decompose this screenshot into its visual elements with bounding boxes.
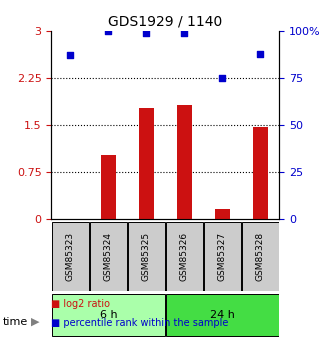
- Text: GSM85327: GSM85327: [218, 232, 227, 281]
- FancyBboxPatch shape: [204, 222, 240, 291]
- Text: GSM85325: GSM85325: [142, 232, 151, 281]
- FancyBboxPatch shape: [128, 222, 165, 291]
- Point: [220, 75, 225, 81]
- FancyBboxPatch shape: [52, 294, 165, 336]
- FancyBboxPatch shape: [52, 222, 89, 291]
- Text: GSM85328: GSM85328: [256, 232, 265, 281]
- Bar: [101, 155, 116, 219]
- Text: time: time: [3, 317, 29, 326]
- Text: GSM85326: GSM85326: [180, 232, 189, 281]
- Point: [68, 53, 73, 58]
- Point: [258, 51, 263, 56]
- Point: [106, 28, 111, 34]
- Text: GSM85324: GSM85324: [104, 232, 113, 281]
- Point: [144, 30, 149, 36]
- Point: [182, 30, 187, 36]
- Text: 6 h: 6 h: [100, 310, 117, 320]
- Text: GSM85323: GSM85323: [66, 232, 75, 281]
- FancyBboxPatch shape: [166, 294, 279, 336]
- Text: ■ log2 ratio: ■ log2 ratio: [51, 299, 110, 308]
- Bar: [215, 209, 230, 219]
- FancyBboxPatch shape: [242, 222, 279, 291]
- Bar: [139, 108, 154, 219]
- Bar: [177, 105, 192, 219]
- FancyBboxPatch shape: [90, 222, 126, 291]
- Bar: [253, 127, 268, 219]
- Text: ■ percentile rank within the sample: ■ percentile rank within the sample: [51, 318, 229, 327]
- Text: 24 h: 24 h: [210, 310, 235, 320]
- FancyBboxPatch shape: [166, 222, 203, 291]
- Title: GDS1929 / 1140: GDS1929 / 1140: [108, 14, 222, 29]
- Text: ▶: ▶: [30, 317, 39, 326]
